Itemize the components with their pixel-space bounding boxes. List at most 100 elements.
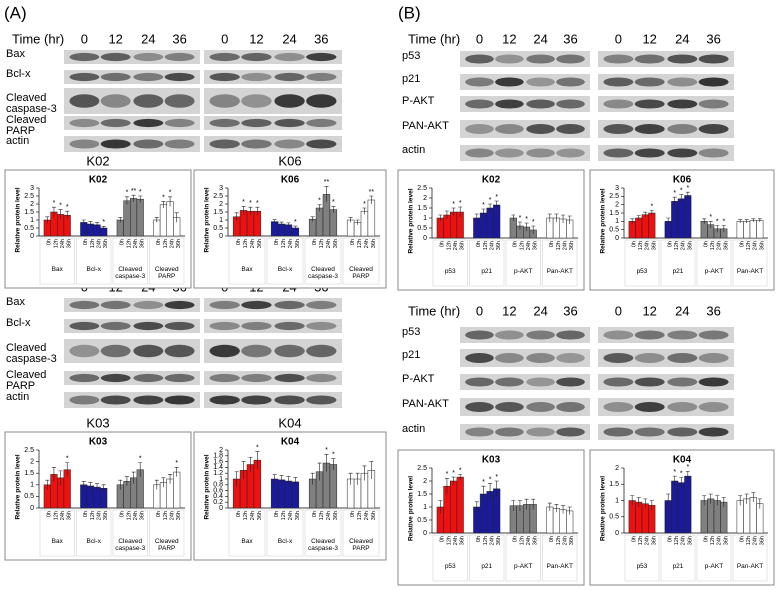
- error-bar: [255, 206, 260, 216]
- error-bar: [721, 496, 726, 507]
- blot-band: [465, 124, 494, 134]
- time-label: Time (hr): [408, 31, 460, 46]
- error-bar: [362, 465, 367, 481]
- group-label-box: p53: [637, 563, 648, 570]
- time-point: 36: [706, 303, 720, 318]
- blot-band: [274, 52, 305, 62]
- significance: *: [532, 219, 535, 226]
- blot-band: [603, 377, 634, 387]
- error-bar: [451, 476, 456, 485]
- blot-band: [556, 353, 585, 363]
- group-frame: [696, 534, 732, 582]
- error-bar: [45, 216, 50, 224]
- error-bar: [474, 501, 479, 513]
- bar: [641, 214, 649, 239]
- blot-band: [209, 52, 240, 62]
- error-bar: [666, 217, 671, 225]
- error-bar: [355, 472, 360, 485]
- blot-band: [634, 99, 665, 109]
- y-tick-label: 0.5: [609, 514, 619, 521]
- y-tick-label: 1: [219, 217, 223, 224]
- error-bar: [524, 498, 529, 510]
- error-bar: [348, 472, 353, 485]
- blot-band: [634, 402, 665, 412]
- chart-caption: K06: [278, 153, 301, 168]
- group-frame: [39, 509, 75, 557]
- blot-band: [164, 118, 195, 128]
- error-bar: [369, 195, 374, 204]
- x-tick-label: 24h: [717, 536, 723, 545]
- x-tick-label: 12h: [243, 239, 249, 248]
- blot-band: [274, 118, 305, 128]
- error-bar: [757, 218, 762, 223]
- significance: *: [139, 189, 142, 196]
- bar: [635, 217, 643, 239]
- blot-row-label-box: Bax: [6, 49, 25, 60]
- blot-band: [556, 99, 585, 109]
- group-frame: [469, 239, 505, 287]
- blot-band: [100, 139, 131, 149]
- time-label: Time (hr): [12, 31, 64, 46]
- bar: [329, 464, 338, 509]
- x-tick-label: 24h: [563, 536, 569, 545]
- x-tick-label: 0h: [120, 511, 126, 517]
- error-bar: [65, 210, 70, 220]
- group-label-box: Cleaved caspase-3: [115, 266, 145, 280]
- significance: *: [66, 456, 69, 463]
- time-point: 24: [675, 303, 689, 318]
- group-label: Pan-AKT: [736, 563, 764, 570]
- error-bar: [531, 498, 536, 510]
- bar: [486, 207, 494, 239]
- blot-row-label: PAN-AKT: [402, 120, 449, 132]
- blot-band: [306, 395, 337, 405]
- group-label-box: Bcl-x: [278, 266, 292, 273]
- group-label: Bax: [241, 538, 253, 545]
- error-bar: [248, 456, 253, 472]
- error-bar: [561, 505, 566, 514]
- x-tick-label: 0h: [350, 239, 356, 245]
- error-bar: [649, 500, 654, 511]
- blot-band: [100, 94, 131, 108]
- blot-band: [133, 118, 164, 128]
- significance: *: [709, 214, 712, 221]
- blot-band: [164, 72, 195, 82]
- x-tick-label: 36h: [569, 536, 575, 545]
- blot-band: [100, 72, 131, 82]
- significance: *: [256, 444, 259, 451]
- error-bar: [174, 467, 179, 477]
- significance: **: [369, 189, 375, 196]
- error-bar: [161, 201, 166, 208]
- blot-row-label: Cleaved PARP: [6, 369, 47, 392]
- blot-band: [69, 300, 100, 310]
- x-tick-label: 24h: [645, 241, 651, 250]
- y-tick-label: 2: [615, 202, 619, 209]
- error-bar: [481, 485, 486, 502]
- blot-band: [495, 330, 524, 340]
- group-label: Pan-AKT: [546, 563, 573, 570]
- blot-row-label-box: actin: [6, 392, 29, 403]
- x-tick-label: 0h: [740, 241, 746, 247]
- bar: [159, 204, 167, 237]
- chart-title: K02: [482, 175, 501, 186]
- x-tick-label: 0h: [740, 536, 746, 542]
- blot-band: [667, 54, 698, 64]
- error-bar: [547, 213, 552, 222]
- error-bar: [331, 206, 336, 213]
- error-bar: [131, 471, 136, 484]
- y-tick-label: 1.6: [213, 458, 223, 465]
- blot-band: [306, 118, 337, 128]
- x-tick-label: 12h: [126, 511, 132, 520]
- x-tick-label: 36h: [333, 511, 339, 520]
- bar: [450, 480, 458, 534]
- x-tick-label: 0h: [704, 241, 710, 247]
- blot-band: [465, 353, 494, 363]
- error-bar: [118, 217, 123, 223]
- blot-band: [556, 124, 585, 134]
- x-tick-label: 0h: [668, 536, 674, 542]
- group-label: Pan-AKT: [546, 268, 573, 275]
- y-tick-label: 2: [219, 201, 223, 208]
- error-bar: [138, 195, 143, 203]
- blot-band: [556, 402, 585, 412]
- y-tick-label: 0.4: [213, 493, 223, 500]
- x-tick-label: 36h: [759, 241, 765, 250]
